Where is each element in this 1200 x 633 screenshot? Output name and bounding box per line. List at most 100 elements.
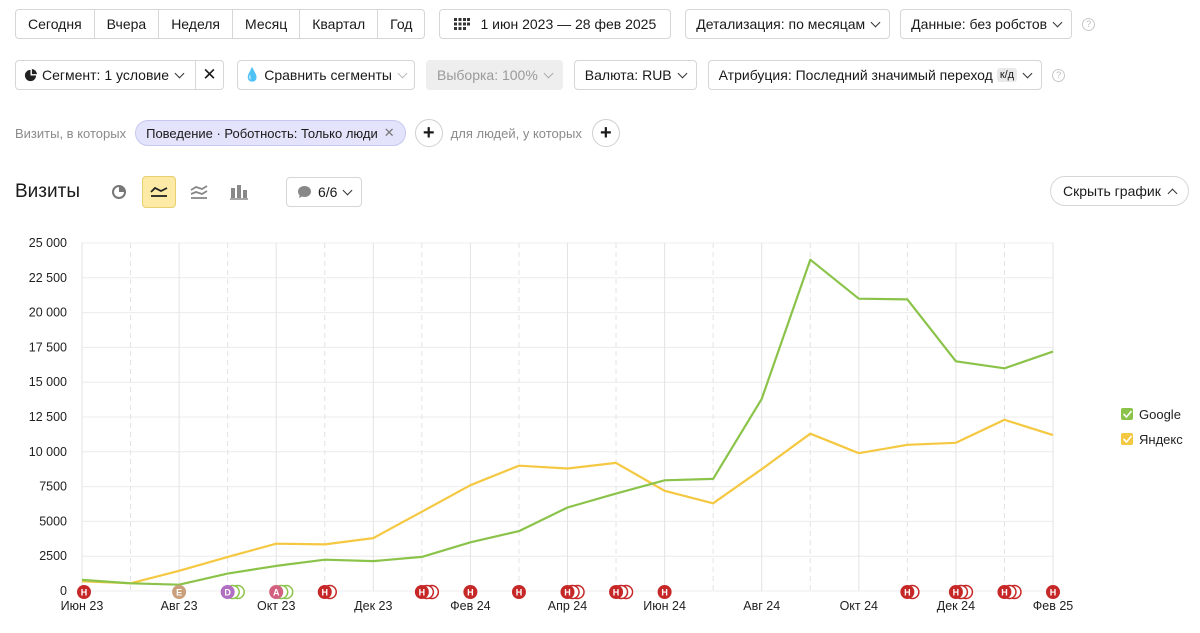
chevron-down-icon — [677, 68, 688, 78]
filter-row: Визиты, в которых Поведение · Роботность… — [15, 119, 620, 147]
filter-chip[interactable]: Поведение · Роботность: Только люди ✕ — [135, 120, 406, 146]
x-tick-label: Фев 25 — [1033, 599, 1074, 613]
calendar-grid-icon — [454, 18, 471, 30]
period-quarter[interactable]: Квартал — [300, 10, 379, 38]
add-people-condition-icon[interactable]: + — [591, 119, 620, 147]
event-marker-label: Н — [467, 588, 474, 598]
chevron-down-icon — [174, 68, 185, 78]
toolbar-top: Сегодня Вчера Неделя Месяц Квартал Год 1… — [15, 9, 1096, 39]
pie-segment-icon — [24, 68, 37, 81]
segment-clear-icon[interactable]: ✕ — [195, 61, 223, 89]
y-tick-label: 17 500 — [29, 340, 67, 354]
x-tick-label: Окт 24 — [840, 599, 878, 613]
segment-dropdown[interactable]: Сегмент: 1 условие ✕ — [15, 60, 225, 90]
event-marker-label: Н — [564, 588, 571, 598]
currency-label: Валюта: RUB — [584, 67, 672, 83]
comment-icon — [297, 186, 311, 198]
filter-chip-label: Поведение · Роботность: Только люди — [146, 125, 378, 141]
help-icon[interactable]: ? — [1052, 68, 1066, 82]
event-marker — [414, 585, 429, 599]
x-tick-label: Окт 23 — [257, 599, 295, 613]
chevron-down-icon — [1022, 68, 1033, 78]
sample-label: Выборка: 100% — [436, 67, 538, 83]
page-title: Визиты — [15, 181, 80, 202]
chevron-down-icon — [1052, 17, 1063, 27]
event-marker-label: Н — [904, 588, 911, 598]
event-marker — [560, 585, 575, 599]
people-filter-label: для людей, у которых — [450, 125, 582, 141]
event-marker — [77, 585, 91, 599]
annotations-dropdown[interactable]: 6/6 — [285, 177, 363, 207]
period-yesterday[interactable]: Вчера — [95, 10, 160, 38]
data-dropdown[interactable]: Данные: без робстов — [900, 9, 1073, 39]
legend-check-icon — [1122, 410, 1133, 419]
event-marker-label: Н — [613, 588, 620, 598]
compare-label: Сравнить сегменты — [264, 67, 392, 83]
help-icon[interactable]: ? — [1082, 17, 1096, 31]
attribution-badge: к/д — [996, 68, 1018, 82]
event-marker-label: A — [273, 588, 280, 598]
legend-checkbox — [1121, 408, 1133, 420]
event-marker — [317, 585, 332, 599]
event-marker-label: E — [176, 588, 182, 598]
add-visit-condition-icon[interactable]: + — [414, 119, 443, 147]
chevron-down-icon — [543, 68, 554, 78]
chart-header: Визиты 6/6 — [15, 176, 363, 208]
attribution-dropdown[interactable]: Атрибуция: Последний значимый переход к/… — [707, 60, 1043, 90]
event-marker — [900, 585, 915, 599]
y-tick-label: 2500 — [39, 549, 67, 563]
x-tick-label: Дек 24 — [937, 599, 975, 613]
data-label: Данные: без робстов — [911, 16, 1048, 32]
date-range-label: 1 июн 2023 — 28 фев 2025 — [480, 16, 657, 32]
y-tick-label: 15 000 — [29, 375, 67, 389]
period-month[interactable]: Месяц — [233, 10, 301, 38]
bar-view-icon[interactable] — [222, 176, 256, 208]
event-marker-label: Н — [81, 588, 88, 598]
attribution-label: Атрибуция: Последний значимый переход — [718, 67, 993, 83]
event-marker — [269, 585, 284, 599]
drops-icon: 💧 — [244, 67, 261, 82]
period-week[interactable]: Неделя — [159, 10, 234, 38]
event-marker — [657, 585, 672, 599]
event-marker-label: D — [224, 588, 231, 598]
detail-dropdown[interactable]: Детализация: по месяцам — [685, 9, 891, 39]
event-marker-label: Н — [953, 588, 960, 598]
compare-segments-dropdown[interactable]: 💧 Сравнить сегменты — [237, 60, 415, 90]
y-tick-label: 10 000 — [29, 445, 67, 459]
segment-label: Сегмент: 1 условие — [42, 67, 170, 83]
sample-dropdown[interactable]: Выборка: 100% — [425, 60, 563, 90]
legend-check-icon — [1122, 435, 1133, 444]
event-marker — [1046, 585, 1060, 599]
series-line-google — [81, 258, 1054, 586]
toolbar-second: Сегмент: 1 условие ✕ 💧 Сравнить сегменты… — [15, 60, 1066, 90]
x-tick-label: Июн 23 — [61, 599, 104, 613]
detail-label: Детализация: по месяцам — [696, 16, 866, 32]
line-view-icon[interactable] — [141, 176, 176, 208]
event-marker — [997, 585, 1012, 599]
legend-checkbox — [1121, 433, 1133, 445]
period-today[interactable]: Сегодня — [16, 10, 95, 38]
event-marker — [463, 585, 478, 599]
pie-view-icon[interactable] — [102, 176, 136, 208]
y-tick-label: 0 — [60, 584, 67, 598]
event-marker — [172, 585, 187, 599]
visits-filter-label: Визиты, в которых — [15, 125, 127, 141]
event-marker-label: Н — [516, 588, 523, 598]
date-range-button[interactable]: 1 июн 2023 — 28 фев 2025 — [439, 9, 672, 39]
y-tick-label: 12 500 — [29, 410, 67, 424]
area-view-icon[interactable] — [182, 176, 216, 208]
currency-dropdown[interactable]: Валюта: RUB — [573, 60, 697, 90]
event-marker-label: Н — [1050, 588, 1057, 598]
y-tick-label: 5000 — [39, 514, 67, 528]
x-tick-label: Фев 24 — [450, 599, 491, 613]
hide-chart-button[interactable]: Скрыть график — [1050, 176, 1189, 206]
chevron-up-icon — [1167, 188, 1178, 198]
period-year[interactable]: Год — [390, 16, 413, 32]
visits-chart: 0 2500 5000 7500 10 000 12 500 15 000 17 500 20 … — [29, 236, 1183, 613]
event-marker-label: Н — [661, 588, 668, 598]
chevron-down-icon — [870, 17, 881, 27]
event-marker — [948, 585, 963, 599]
x-tick-label: Июн 24 — [643, 599, 686, 613]
annotations-count: 6/6 — [317, 184, 338, 200]
chip-close-icon[interactable]: ✕ — [383, 125, 395, 140]
